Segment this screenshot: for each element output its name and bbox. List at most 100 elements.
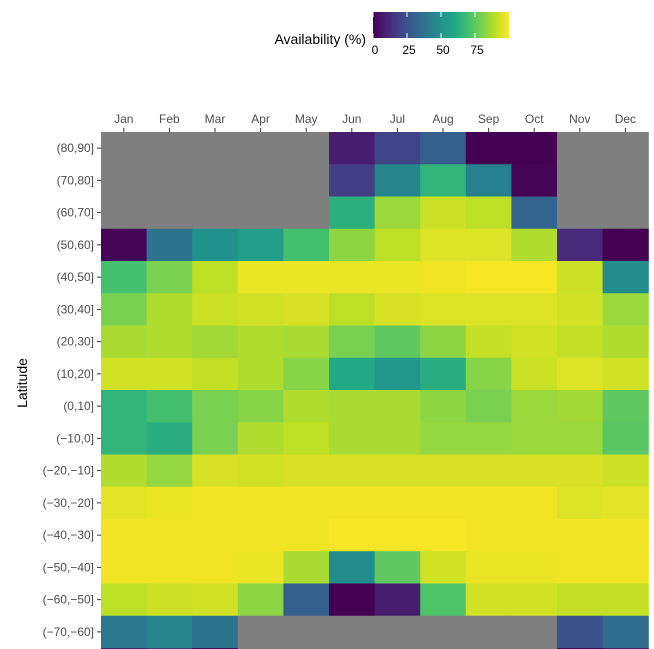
heatmap-cell (101, 519, 148, 552)
heatmap-cell (420, 357, 467, 391)
heatmap-cell (557, 325, 604, 359)
heatmap-cell (465, 486, 512, 520)
heatmap-cell (557, 583, 604, 617)
heatmap-cell (146, 390, 193, 423)
heatmap-cell (374, 519, 421, 552)
heatmap-cell (329, 551, 376, 585)
heatmap-cell (557, 196, 604, 230)
heatmap-cell (101, 390, 148, 423)
heatmap-cell (146, 325, 193, 359)
heatmap-cell (557, 615, 604, 649)
y-tick-label: (80,90] (57, 141, 94, 155)
heatmap-cell (192, 551, 239, 585)
heatmap-cell (511, 390, 558, 423)
x-tick-label: Oct (525, 112, 544, 126)
heatmap-cell (192, 325, 239, 359)
heatmap-cell (283, 551, 330, 585)
heatmap-cell (374, 132, 421, 165)
heatmap-cell (329, 615, 376, 649)
y-tick-label: (30,40] (57, 302, 94, 316)
heatmap-cell (101, 293, 148, 327)
heatmap-cell (465, 293, 512, 327)
heatmap-cell (101, 228, 148, 262)
heatmap-cell (192, 132, 239, 165)
heatmap-cell (602, 551, 649, 585)
heatmap-cell (602, 325, 649, 359)
heatmap-cell (101, 422, 148, 456)
heatmap-cell (465, 583, 512, 617)
legend-tick-label: 50 (436, 43, 450, 57)
heatmap-cell (420, 293, 467, 327)
heatmap-cell (420, 454, 467, 488)
x-tick-label: Aug (432, 112, 453, 126)
y-tick-label: (0,10] (63, 399, 94, 413)
heatmap-cell (465, 615, 512, 649)
heatmap-cell (237, 422, 284, 456)
heatmap-cell (146, 196, 193, 230)
heatmap-cell (420, 583, 467, 617)
heatmap-cell (511, 486, 558, 520)
heatmap-cell (557, 357, 604, 391)
heatmap-cell (329, 486, 376, 520)
heatmap-cell (237, 164, 284, 198)
heatmap-cell (511, 454, 558, 488)
heatmap-cell (374, 551, 421, 585)
heatmap-cell (192, 196, 239, 230)
heatmap-cell (237, 261, 284, 294)
heatmap-cell (237, 196, 284, 230)
y-tick-label: (70,80] (57, 173, 94, 187)
heatmap-cell (420, 422, 467, 456)
heatmap-cell (420, 615, 467, 649)
heatmap-cell (420, 261, 467, 294)
heatmap-cell (146, 615, 193, 649)
heatmap-cell (101, 486, 148, 520)
heatmap-cell (329, 293, 376, 327)
heatmap-cell (465, 164, 512, 198)
heatmap-cell (374, 325, 421, 359)
heatmap-cell (329, 196, 376, 230)
legend-title: Availability (%) (274, 31, 366, 47)
heatmap-cell (420, 325, 467, 359)
heatmap-cell (602, 261, 649, 294)
heatmap-cell (465, 357, 512, 391)
heatmap-cell (602, 519, 649, 552)
heatmap-cell (101, 325, 148, 359)
heatmap-cell (511, 164, 558, 198)
heatmap-cell (283, 615, 330, 649)
heatmap-cell (146, 422, 193, 456)
y-tick-label: (−20,−10] (43, 464, 94, 478)
legend-tick-label: 75 (470, 43, 484, 57)
heatmap-cell (329, 357, 376, 391)
heatmap-cell (374, 390, 421, 423)
heatmap-cell (237, 615, 284, 649)
heatmap-cell (283, 164, 330, 198)
heatmap-cell (237, 132, 284, 165)
heatmap-cell (465, 261, 512, 294)
heatmap-cell (283, 196, 330, 230)
heatmap-cell (146, 551, 193, 585)
y-tick-label: (−70,−60] (43, 625, 94, 639)
heatmap-cell (511, 422, 558, 456)
y-tick-label: (−50,−40] (43, 560, 94, 574)
heatmap-cell (283, 486, 330, 520)
heatmap-cell (192, 261, 239, 294)
x-tick-label: Apr (251, 112, 270, 126)
heatmap-cell (146, 293, 193, 327)
heatmap-cell (283, 325, 330, 359)
x-tick-label: Feb (159, 112, 180, 126)
heatmap-cell (283, 583, 330, 617)
heatmap-cell (374, 228, 421, 262)
heatmap-cell (420, 551, 467, 585)
heatmap-cell (329, 422, 376, 456)
heatmap-cell (329, 132, 376, 165)
heatmap-cell (465, 390, 512, 423)
heatmap-cell (192, 583, 239, 617)
heatmap-cell (420, 228, 467, 262)
heatmap-cell (602, 164, 649, 198)
heatmap-cell (146, 132, 193, 165)
heatmap-cell (374, 293, 421, 327)
heatmap-cell (602, 228, 649, 262)
legend-tick-label: 25 (402, 43, 416, 57)
heatmap-cell (602, 196, 649, 230)
heatmap-cell (374, 422, 421, 456)
